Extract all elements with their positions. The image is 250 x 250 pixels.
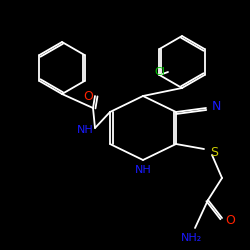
Text: NH: NH — [134, 165, 152, 175]
Text: O: O — [225, 214, 235, 226]
Text: NH: NH — [76, 125, 94, 135]
Text: Cl: Cl — [154, 67, 166, 77]
Text: S: S — [210, 146, 218, 158]
Text: N: N — [211, 100, 221, 114]
Text: O: O — [83, 90, 93, 102]
Text: NH₂: NH₂ — [180, 233, 202, 243]
